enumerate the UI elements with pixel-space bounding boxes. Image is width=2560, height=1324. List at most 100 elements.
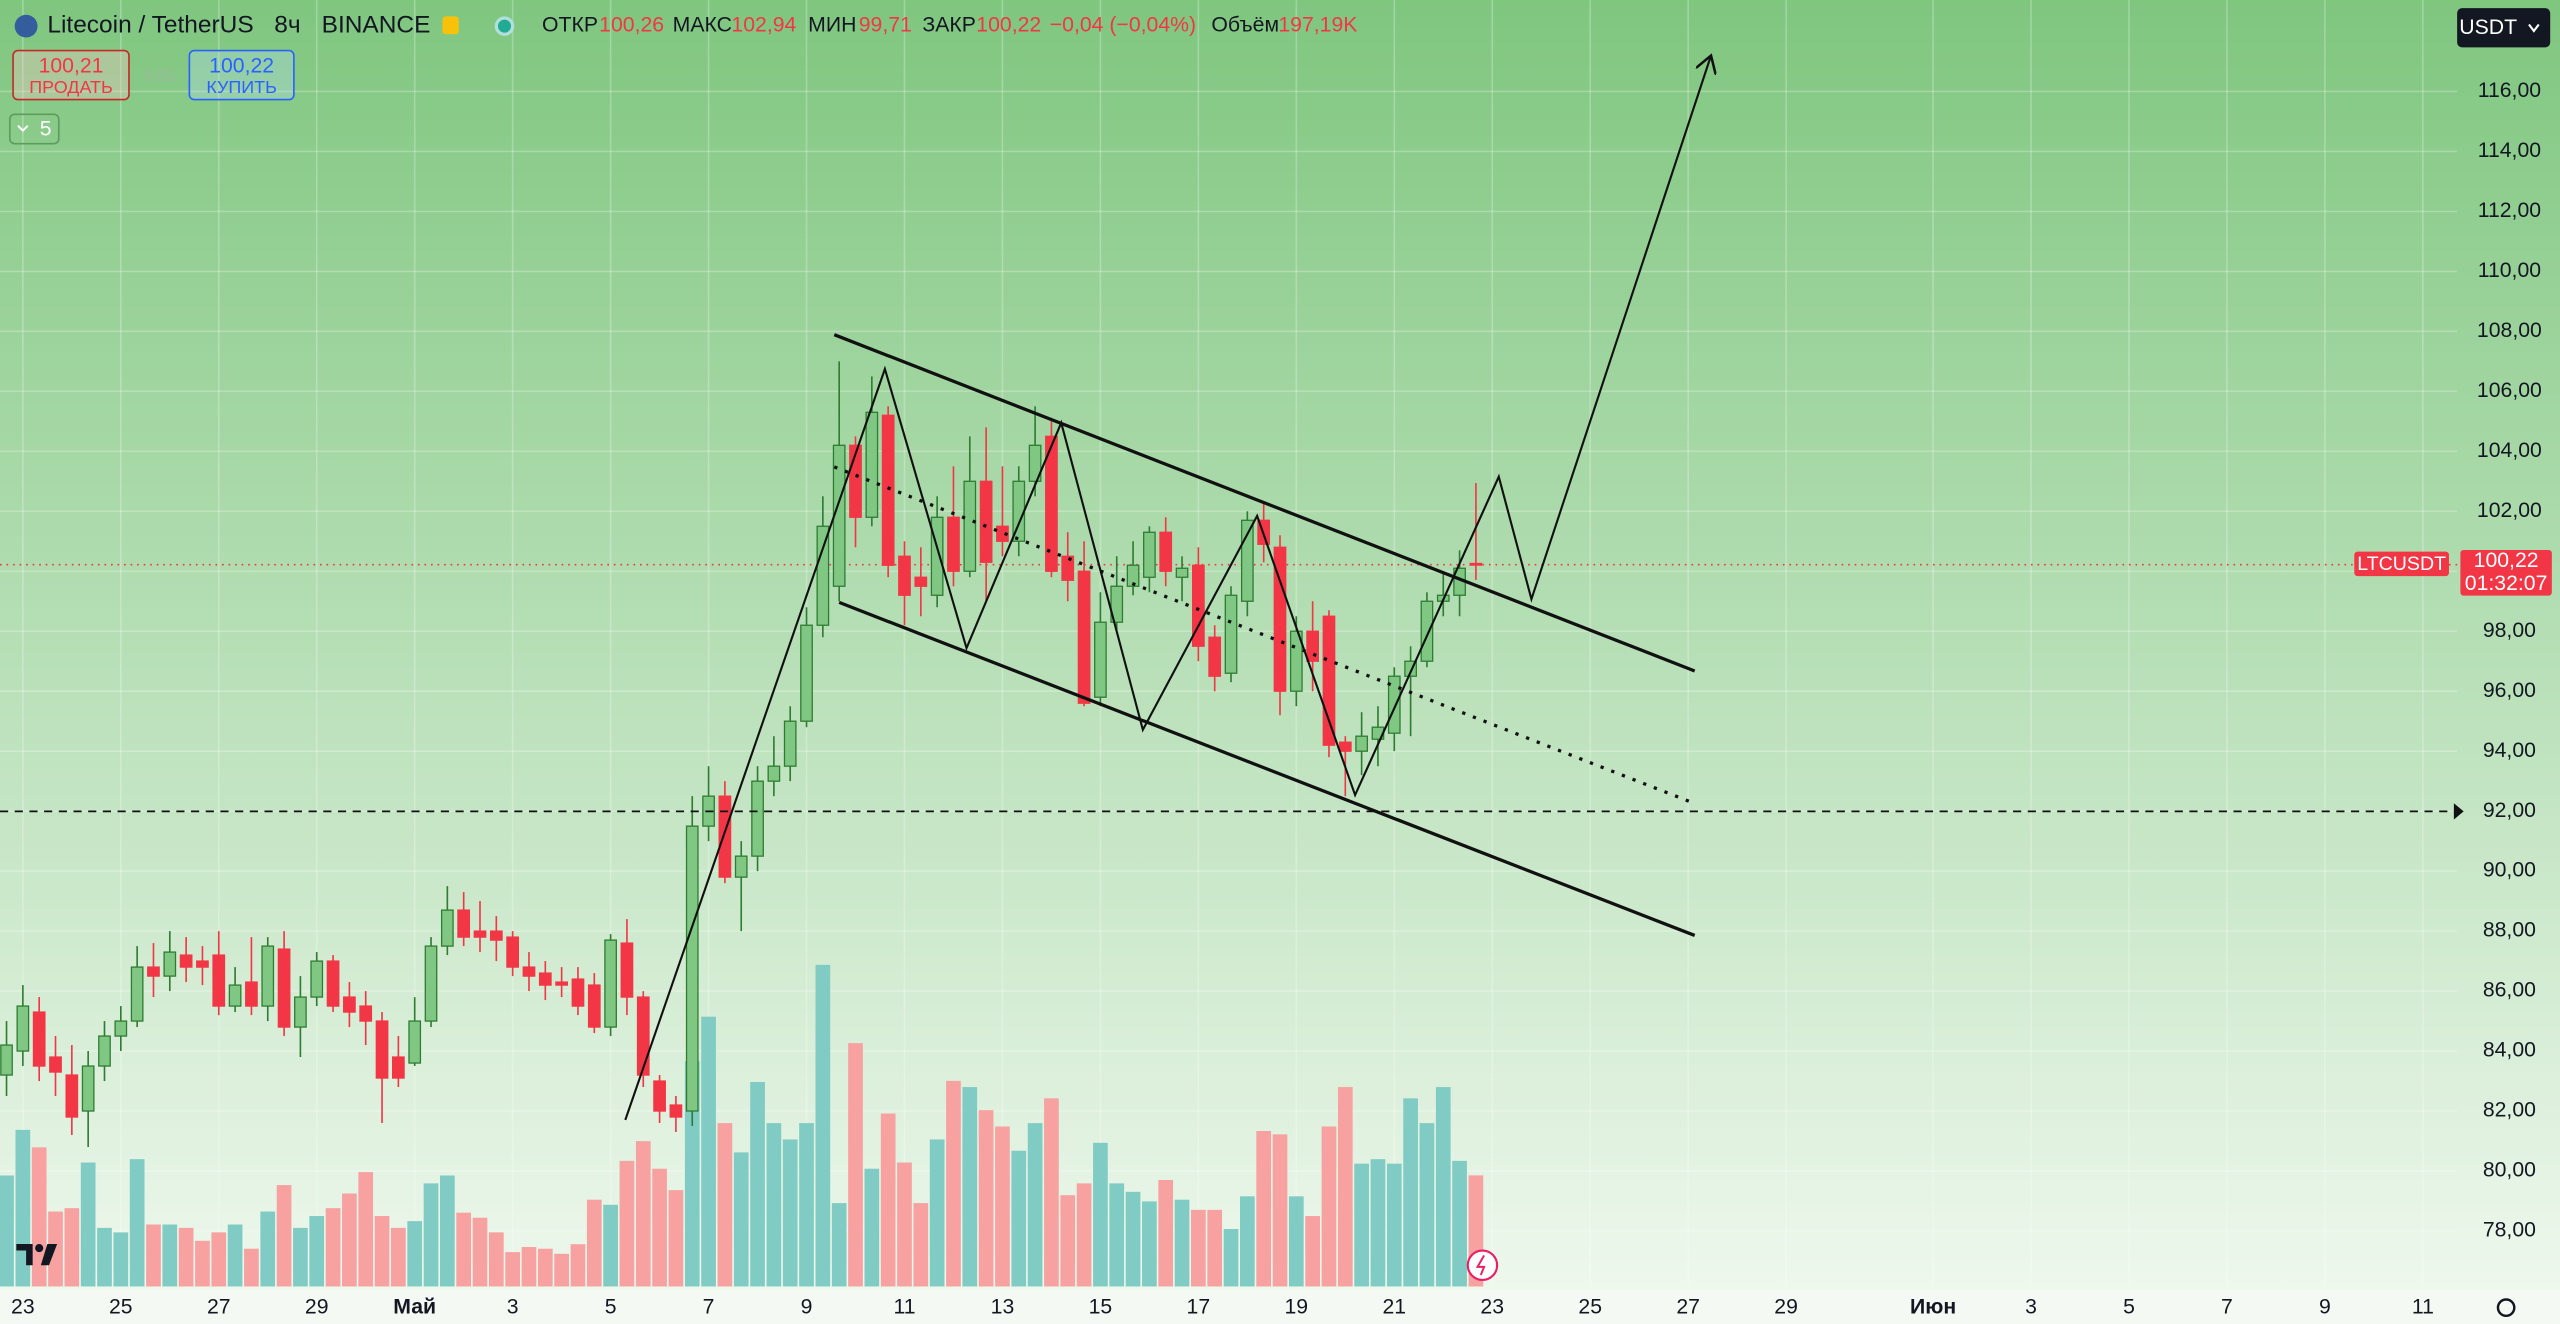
volume-bar [1027,1123,1043,1287]
x-tick-label: 9 [801,1295,813,1318]
candle-body [343,996,356,1013]
volume-bar [684,1061,700,1287]
candle-body [816,525,830,626]
high-label: МАКС [673,14,732,37]
candle-body [1273,546,1287,692]
candle-body [457,909,471,938]
y-tick-label: 80,00 [2483,1159,2536,1182]
candle-body [571,978,585,1007]
candle-body [734,855,748,878]
volume-bar [113,1232,129,1287]
candle-body [685,825,699,1112]
candle-body [947,516,960,572]
volume-bar [880,1113,896,1287]
candle-body [277,948,291,1028]
volume-bar [1354,1163,1369,1287]
indicators-count: 5 [40,117,52,140]
volume-bar [978,1110,994,1287]
event-icon[interactable] [1466,1249,1499,1281]
candle-body [914,576,928,587]
zigzag-projection [624,56,1711,1121]
candle-body [1045,435,1058,572]
x-tick-label: 11 [893,1295,915,1318]
x-tick-label: 23 [11,1295,35,1318]
x-tick-label: Май [393,1295,436,1318]
volume-bar [178,1227,194,1287]
x-tick-label: 7 [2221,1295,2233,1318]
candle-body [604,939,617,1028]
candle-body [522,966,536,977]
indicators-toggle[interactable] [8,113,60,145]
buy-label: КУПИТЬ [206,77,277,97]
volume-bar [1272,1134,1288,1287]
candle-body [65,1074,79,1118]
candle-body [1208,636,1222,677]
symbol[interactable]: Litecoin / TetherUS [47,12,253,39]
volume-bar [97,1227,112,1287]
volume-bar [619,1160,635,1287]
volume-bar [391,1227,406,1287]
candle-body [963,480,977,572]
volume-bar [1452,1160,1467,1287]
spread: 0,01 [144,67,176,85]
sell-button[interactable] [12,49,130,101]
volume-bar [815,964,831,1287]
y-tick-label: 102,00 [2477,499,2542,522]
channel-lower [838,600,1696,937]
volume-bar [586,1199,602,1287]
volume-bar [244,1248,259,1287]
candle-body [767,765,781,782]
volume-bar [1403,1098,1418,1287]
x-tick-label: 23 [1480,1295,1504,1318]
x-tick-label: 3 [2025,1295,2037,1318]
candle-body [1192,564,1205,647]
volume-bar [146,1224,161,1287]
candle-body [979,480,993,563]
volume-bar [1174,1199,1190,1287]
buy-button[interactable] [188,49,295,101]
candle-body [1175,567,1189,578]
candle-body [1094,621,1107,698]
candle-body [1469,562,1483,566]
volume-bar [766,1123,782,1287]
candle-body [898,555,911,596]
y-tick-label: 82,00 [2483,1099,2536,1122]
drawings [0,56,2458,1121]
candle-body [881,414,895,566]
volume-bar [537,1248,553,1287]
candle-body [375,1020,389,1079]
volume-bar [80,1162,96,1287]
volume-value: 197,19K [1278,14,1357,37]
volume-bar [521,1247,537,1287]
candle-body [1306,630,1320,662]
candle-body [212,954,226,1007]
y-tick-label: 88,00 [2483,919,2536,942]
volume-bar [995,1126,1010,1287]
candle-body [0,1044,13,1076]
candle-body [1061,555,1075,581]
time-axis-bg [0,1289,2560,1324]
sell-label: ПРОДАТЬ [29,77,112,97]
candle-body [16,1005,30,1052]
exchange: BINANCE [322,12,431,39]
y-tick-label: 114,00 [2478,139,2541,162]
volume-bar [1142,1201,1157,1287]
y-tick-label: 96,00 [2483,679,2536,702]
volume-bar [64,1208,80,1287]
settings-icon[interactable] [2496,1298,2516,1318]
candle-body [669,1104,683,1118]
candle-body [1404,660,1417,677]
volume-label: Объём [1211,14,1279,37]
volume-bar [211,1232,227,1287]
y-tick-label: 94,00 [2483,739,2536,762]
event-glyph [1475,1254,1486,1276]
volume-bar [554,1253,569,1287]
interval[interactable]: 8ч [274,12,300,39]
volume-bar [1370,1159,1386,1287]
close-value: 100,22 [976,14,1041,37]
currency-button[interactable] [2457,8,2551,48]
candle-body [163,951,177,977]
chevron [17,125,29,132]
x-tick-label: 9 [2319,1295,2331,1318]
